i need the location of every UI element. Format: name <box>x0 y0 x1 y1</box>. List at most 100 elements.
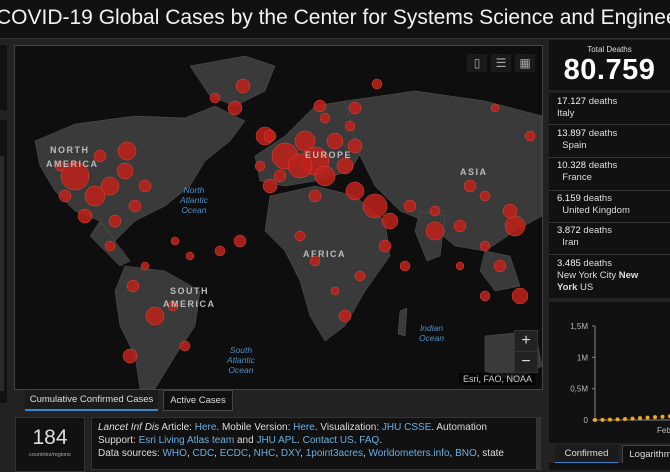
case-bubble[interactable] <box>463 179 477 193</box>
case-bubble[interactable] <box>524 130 536 142</box>
list-item[interactable]: 3.872 deaths Iran <box>557 225 670 249</box>
case-bubble[interactable] <box>287 153 313 179</box>
case-bubble[interactable] <box>122 348 138 364</box>
case-bubble[interactable] <box>116 162 134 180</box>
source-link[interactable]: Worldometers.info <box>368 448 450 459</box>
source-link[interactable]: NHC <box>253 448 276 459</box>
case-bubble[interactable] <box>60 161 90 191</box>
case-bubble[interactable] <box>314 165 336 187</box>
tab-active-cases[interactable]: Active Cases <box>163 390 233 411</box>
case-bubble[interactable] <box>254 160 266 172</box>
deaths-list[interactable]: 17.127 deaths Italy 13.897 deaths Spain … <box>549 93 670 298</box>
case-bubble[interactable] <box>336 157 354 175</box>
tab-confirmed[interactable]: Confirmed <box>555 445 618 464</box>
case-bubble[interactable] <box>429 205 441 217</box>
case-bubble[interactable] <box>371 78 383 90</box>
case-bubble[interactable] <box>93 149 107 163</box>
case-bubble[interactable] <box>227 100 243 116</box>
case-bubble[interactable] <box>354 270 366 282</box>
source-link[interactable]: BNO <box>455 448 477 459</box>
case-bubble[interactable] <box>399 260 411 272</box>
bookmark-icon[interactable]: ▯ <box>467 54 487 72</box>
zoom-in-button[interactable]: + <box>514 330 538 352</box>
case-bubble[interactable] <box>381 212 399 230</box>
case-bubble[interactable] <box>378 239 392 253</box>
case-bubble[interactable] <box>170 236 180 246</box>
source-link[interactable]: ECDC <box>219 448 249 459</box>
case-bubble[interactable] <box>209 92 221 104</box>
case-bubble[interactable] <box>104 240 116 252</box>
list-item[interactable]: 13.897 deaths Spain <box>557 128 670 152</box>
case-bubble[interactable] <box>338 309 352 323</box>
case-bubble[interactable] <box>344 120 356 132</box>
case-bubble[interactable] <box>362 193 388 219</box>
list-item[interactable]: 3.485 deaths New York City New York US <box>557 258 670 294</box>
jhu-csse-link[interactable]: JHU CSSE <box>381 422 432 433</box>
case-bubble[interactable] <box>308 189 322 203</box>
case-bubble[interactable] <box>347 138 363 154</box>
tab-cumulative-confirmed[interactable]: Cumulative Confirmed Cases <box>25 390 158 411</box>
world-map[interactable]: ▯ ☰ ▦ NORTH AMERICA SOUTH AMERICA EUROPE… <box>14 45 543 390</box>
case-bubble[interactable] <box>502 203 518 219</box>
case-bubble[interactable] <box>145 306 165 326</box>
case-bubble[interactable] <box>58 189 72 203</box>
case-bubble[interactable] <box>345 181 365 201</box>
case-bubble[interactable] <box>493 259 507 273</box>
list-item[interactable]: 17.127 deaths Italy <box>557 96 670 120</box>
case-bubble[interactable] <box>479 290 491 302</box>
info-scrollbar[interactable] <box>536 417 541 470</box>
case-bubble[interactable] <box>126 279 140 293</box>
case-bubble[interactable] <box>326 132 344 150</box>
case-bubble[interactable] <box>77 208 93 224</box>
zoom-out-button[interactable]: − <box>514 351 538 373</box>
left-panel-list[interactable] <box>0 120 7 403</box>
case-bubble[interactable] <box>479 190 491 202</box>
case-bubble[interactable] <box>294 230 306 242</box>
case-bubble[interactable] <box>235 78 251 94</box>
case-bubble[interactable] <box>330 286 340 296</box>
case-bubble[interactable] <box>108 214 122 228</box>
case-bubble[interactable] <box>179 340 191 352</box>
case-bubble[interactable] <box>309 255 321 267</box>
list-item[interactable]: 6.159 deaths United Kingdom <box>557 193 670 217</box>
case-bubble[interactable] <box>479 240 491 252</box>
case-bubble[interactable] <box>117 141 137 161</box>
esri-link[interactable]: Esri Living Atlas team <box>138 435 235 446</box>
apl-link[interactable]: JHU APL <box>256 435 298 446</box>
source-link[interactable]: WHO <box>162 448 187 459</box>
case-bubble[interactable] <box>263 129 277 143</box>
article-link[interactable]: Here <box>194 422 217 433</box>
faq-link[interactable]: FAQ <box>359 435 380 446</box>
case-bubble[interactable] <box>504 215 526 237</box>
list-icon[interactable]: ☰ <box>491 54 511 72</box>
source-link[interactable]: DXY <box>280 448 301 459</box>
case-bubble[interactable] <box>425 221 445 241</box>
case-bubble[interactable] <box>262 178 278 194</box>
source-link[interactable]: CDC <box>192 448 215 459</box>
contact-link[interactable]: Contact US <box>302 435 354 446</box>
case-bubble[interactable] <box>273 169 287 183</box>
case-bubble[interactable] <box>403 199 417 213</box>
scrollbar[interactable] <box>0 156 4 391</box>
case-bubble[interactable] <box>313 99 327 113</box>
case-bubble[interactable] <box>138 179 152 193</box>
case-bubble[interactable] <box>167 300 179 312</box>
case-bubble[interactable] <box>455 261 465 271</box>
mobile-link[interactable]: Here <box>293 422 315 433</box>
list-item[interactable]: 10.328 deaths France <box>557 160 670 184</box>
case-bubble[interactable] <box>185 251 195 261</box>
case-bubble[interactable] <box>128 199 142 213</box>
case-bubble[interactable] <box>214 245 226 257</box>
case-bubble[interactable] <box>453 219 467 233</box>
case-bubble[interactable] <box>511 287 529 305</box>
map-canvas[interactable] <box>15 46 542 389</box>
case-bubble[interactable] <box>140 261 150 271</box>
source-link[interactable]: 1point3acres <box>305 448 363 459</box>
case-bubble[interactable] <box>319 112 331 124</box>
case-bubble[interactable] <box>54 160 66 172</box>
qr-icon[interactable]: ▦ <box>515 54 535 72</box>
case-bubble[interactable] <box>100 176 120 196</box>
tab-logarithmic[interactable]: Logarithm <box>622 445 670 464</box>
case-bubble[interactable] <box>233 234 247 248</box>
case-bubble[interactable] <box>348 101 362 115</box>
